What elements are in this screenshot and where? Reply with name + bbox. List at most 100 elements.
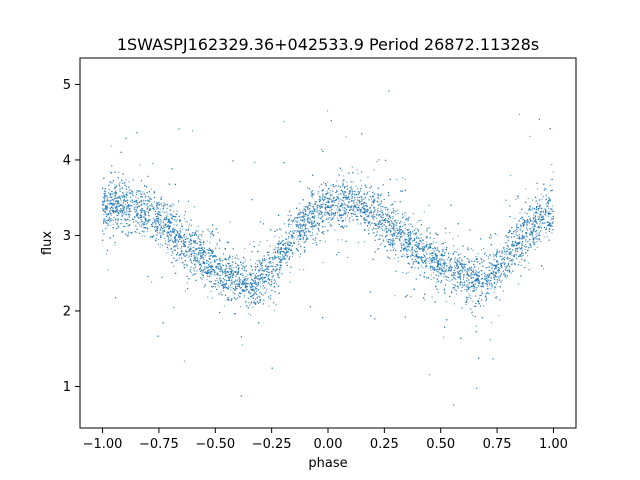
data-point xyxy=(532,199,534,201)
data-point xyxy=(214,266,216,268)
data-point xyxy=(526,221,529,224)
data-point xyxy=(125,179,127,181)
data-point xyxy=(292,231,294,233)
data-point xyxy=(377,201,379,203)
data-point xyxy=(392,239,395,241)
data-point xyxy=(180,225,183,227)
data-point xyxy=(355,207,358,209)
data-point xyxy=(473,269,475,272)
data-point xyxy=(342,190,344,192)
data-point xyxy=(420,265,422,267)
data-point xyxy=(464,289,466,291)
data-point xyxy=(286,256,288,258)
data-point xyxy=(177,247,179,249)
data-point xyxy=(507,257,509,259)
data-point xyxy=(420,219,422,221)
data-point xyxy=(402,271,404,274)
data-point xyxy=(209,252,211,255)
data-point xyxy=(454,285,456,287)
data-point xyxy=(109,171,111,173)
data-point xyxy=(360,179,362,181)
data-point xyxy=(159,246,161,248)
data-point xyxy=(249,272,251,274)
data-point xyxy=(135,203,137,205)
data-point xyxy=(228,263,230,265)
data-point xyxy=(115,186,117,188)
data-point xyxy=(137,197,139,199)
data-point xyxy=(520,254,522,256)
data-point xyxy=(201,233,203,236)
data-point xyxy=(118,197,120,199)
data-point xyxy=(475,274,477,276)
data-point xyxy=(225,279,227,281)
data-point xyxy=(181,223,183,225)
data-point xyxy=(326,206,328,208)
data-point xyxy=(163,202,165,204)
data-point xyxy=(171,238,173,240)
data-point xyxy=(369,211,371,213)
data-point xyxy=(454,303,456,305)
data-point xyxy=(173,223,175,225)
data-point xyxy=(423,211,425,213)
data-point xyxy=(362,203,364,205)
data-point xyxy=(476,281,478,283)
data-point xyxy=(219,274,221,276)
data-point xyxy=(210,233,212,235)
data-point xyxy=(440,274,442,276)
data-point xyxy=(166,232,168,234)
data-point xyxy=(217,267,219,269)
data-point xyxy=(466,269,468,271)
data-point xyxy=(498,263,500,265)
data-point xyxy=(483,279,485,281)
data-point xyxy=(217,231,219,234)
data-point xyxy=(206,271,208,273)
data-point xyxy=(486,285,488,287)
data-point xyxy=(405,241,407,243)
data-point xyxy=(371,229,373,231)
data-point xyxy=(156,226,158,228)
data-point xyxy=(223,290,225,292)
data-point xyxy=(303,217,305,219)
data-point xyxy=(291,255,293,257)
data-point xyxy=(464,265,466,267)
data-point xyxy=(124,195,126,197)
data-point xyxy=(172,252,174,255)
data-point xyxy=(171,206,173,208)
data-point xyxy=(391,220,393,222)
data-point xyxy=(476,261,478,263)
data-point xyxy=(521,217,524,219)
data-point xyxy=(310,221,312,223)
data-point xyxy=(278,267,280,269)
data-point xyxy=(506,254,508,256)
data-point xyxy=(508,270,511,272)
data-point xyxy=(331,211,333,214)
data-point xyxy=(541,219,543,221)
data-point xyxy=(272,258,274,261)
data-point xyxy=(297,220,299,222)
data-point xyxy=(391,239,393,241)
data-point xyxy=(551,210,553,212)
data-point xyxy=(524,222,526,224)
data-point xyxy=(545,203,547,205)
data-point xyxy=(279,256,281,258)
data-point xyxy=(415,261,417,263)
data-point xyxy=(322,231,324,233)
data-point xyxy=(152,162,154,165)
data-point xyxy=(407,254,409,256)
data-point xyxy=(545,232,547,234)
data-point xyxy=(175,244,177,247)
data-point xyxy=(521,247,523,249)
data-point xyxy=(291,237,293,239)
data-point xyxy=(298,224,300,226)
data-point xyxy=(188,255,190,257)
data-point xyxy=(118,172,120,174)
data-point xyxy=(545,194,547,196)
data-point xyxy=(352,200,354,202)
data-point xyxy=(174,230,176,232)
data-point xyxy=(397,232,399,234)
data-point xyxy=(192,246,194,249)
data-point xyxy=(443,336,445,338)
data-point xyxy=(189,223,191,225)
data-point xyxy=(551,217,553,219)
data-point xyxy=(548,223,550,225)
